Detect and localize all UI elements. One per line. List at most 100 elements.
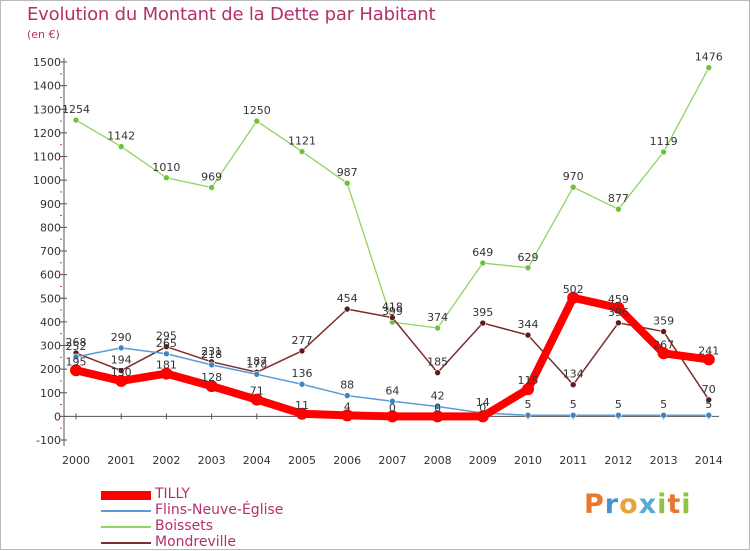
data-point-flins-neuve-glise (569, 411, 577, 419)
data-point-tilly (115, 374, 128, 387)
data-label-flins-neuve-glise: 42 (431, 389, 445, 402)
legend-item-flins-neuve-glise: Flins-Neuve-Église (101, 502, 341, 519)
legend-swatch (101, 542, 151, 544)
y-tick-label: 1000 (33, 174, 61, 187)
data-label-flins-neuve-glise: 5 (570, 398, 577, 411)
x-tick-label: 2008 (424, 454, 452, 467)
data-point-tilly (341, 409, 354, 422)
data-point-flins-neuve-glise (660, 411, 667, 419)
data-label-tilly: 195 (66, 355, 87, 368)
x-tick-label: 2013 (650, 454, 678, 467)
data-label-flins-neuve-glise: 5 (525, 398, 532, 411)
data-point-mondreville (389, 314, 396, 321)
data-point-tilly (612, 301, 625, 314)
data-point-boissets (705, 64, 713, 71)
x-tick-label: 2003 (198, 454, 226, 467)
data-point-boissets (660, 148, 667, 156)
data-point-boissets (434, 324, 441, 332)
data-label-mondreville: 194 (111, 354, 132, 367)
data-point-flins-neuve-glise (524, 411, 532, 419)
proxiti-logo: Proxiti (584, 489, 692, 520)
data-point-boissets (72, 116, 80, 124)
data-point-flins-neuve-glise (253, 371, 261, 378)
data-label-boissets: 1250 (243, 104, 271, 117)
data-point-mondreville (479, 319, 487, 327)
data-point-mondreville (524, 331, 532, 339)
legend-swatch (101, 510, 151, 512)
data-label-tilly: 4 (344, 400, 351, 413)
y-tick-label: 0 (54, 410, 61, 423)
x-tick-label: 2002 (152, 454, 180, 467)
data-point-tilly (205, 380, 218, 393)
data-label-boissets: 1142 (107, 130, 135, 143)
y-tick-label: 500 (40, 292, 61, 305)
data-label-boissets: 1010 (152, 161, 180, 174)
data-point-boissets (253, 117, 261, 125)
x-tick-label: 2010 (514, 454, 542, 467)
data-point-boissets (298, 148, 306, 155)
data-point-tilly (386, 410, 399, 423)
data-label-mondreville: 454 (337, 292, 358, 305)
data-label-flins-neuve-glise: 5 (705, 398, 712, 411)
data-label-tilly: 459 (608, 293, 629, 306)
data-point-tilly (657, 347, 670, 360)
data-label-mondreville: 70 (702, 383, 716, 396)
y-tick-label: 1100 (33, 151, 61, 164)
data-label-mondreville: 344 (518, 318, 539, 331)
data-label-boissets: 649 (472, 246, 493, 259)
data-label-flins-neuve-glise: 178 (246, 357, 267, 370)
data-point-tilly (250, 393, 263, 406)
data-label-tilly: 128 (201, 371, 222, 384)
data-label-boissets: 399 (382, 305, 403, 318)
data-label-flins-neuve-glise: 136 (292, 367, 313, 380)
data-point-boissets (208, 184, 215, 191)
logo-letter: r (604, 489, 620, 520)
data-point-boissets (343, 179, 351, 187)
data-point-flins-neuve-glise (208, 361, 215, 369)
x-tick-label: 2001 (107, 454, 135, 467)
legend-label: Boissets (155, 518, 214, 534)
y-tick-label: 1400 (33, 80, 61, 93)
x-tick-label: 2004 (243, 454, 271, 467)
logo-letter: i (657, 489, 668, 520)
data-label-tilly: 71 (250, 385, 264, 398)
data-point-tilly (567, 291, 580, 304)
data-label-boissets: 1476 (695, 51, 723, 64)
x-tick-label: 2009 (469, 454, 497, 467)
x-tick-label: 2014 (695, 454, 723, 467)
data-point-flins-neuve-glise (615, 411, 622, 419)
data-label-tilly: 0 (479, 401, 486, 414)
data-label-tilly: 181 (156, 359, 177, 372)
data-label-tilly: 11 (295, 399, 309, 412)
data-point-mondreville (660, 328, 667, 335)
data-point-tilly (70, 364, 82, 377)
data-label-mondreville: 359 (653, 315, 674, 328)
data-point-flins-neuve-glise (389, 397, 396, 405)
data-label-tilly: 150 (111, 366, 132, 379)
x-tick-label: 2007 (378, 454, 406, 467)
logo-letter: t (667, 489, 682, 520)
data-point-mondreville (705, 396, 713, 404)
data-point-mondreville (163, 343, 170, 350)
unit-label: (en €) (27, 28, 60, 41)
legend-label: Flins-Neuve-Église (155, 502, 284, 518)
data-label-flins-neuve-glise: 290 (111, 331, 132, 344)
y-tick-label: 900 (40, 198, 61, 211)
chart-title: Evolution du Montant de la Dette par Hab… (27, 4, 436, 25)
data-label-boissets: 1119 (650, 135, 678, 148)
data-label-mondreville: 395 (472, 306, 493, 319)
data-label-tilly: 267 (653, 338, 674, 351)
logo-letter: i (681, 489, 692, 520)
y-tick-label: 1200 (33, 127, 61, 140)
data-label-boissets: 970 (563, 170, 584, 183)
legend-item-tilly: TILLY (101, 486, 341, 503)
legend-label: Mondreville (155, 534, 237, 550)
y-tick-label: 1500 (33, 56, 61, 69)
data-point-flins-neuve-glise (343, 392, 351, 399)
data-point-flins-neuve-glise (163, 350, 170, 358)
data-point-boissets (117, 143, 125, 150)
data-label-flins-neuve-glise: 14 (476, 396, 490, 409)
y-tick-label: 1300 (33, 103, 61, 116)
data-label-mondreville: 187 (246, 355, 267, 368)
